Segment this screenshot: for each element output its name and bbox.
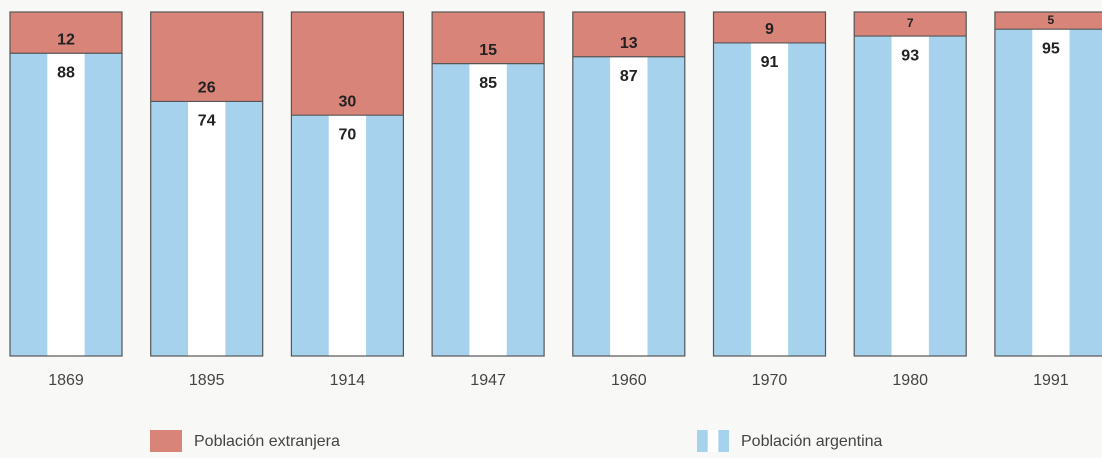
flag-stripe bbox=[328, 115, 367, 356]
flag-stripe bbox=[469, 63, 507, 356]
bar-outline bbox=[150, 11, 264, 357]
x-tick-label: 1970 bbox=[752, 372, 788, 389]
bar-outline bbox=[853, 11, 967, 357]
x-tick-label: 1960 bbox=[611, 372, 647, 389]
legend-stripe bbox=[707, 430, 719, 452]
flag-stripe bbox=[750, 42, 789, 357]
value-label: 91 bbox=[761, 54, 779, 71]
bar-outline bbox=[9, 11, 123, 357]
value-label: 26 bbox=[198, 80, 216, 97]
bar-segment bbox=[432, 12, 545, 64]
legend-swatch bbox=[150, 430, 182, 452]
bar-outline bbox=[431, 11, 545, 357]
bar-outline bbox=[290, 11, 404, 357]
value-label: 70 bbox=[339, 126, 357, 143]
value-label: 9 bbox=[765, 21, 774, 38]
x-tick-label: 1980 bbox=[892, 372, 928, 389]
value-label: 74 bbox=[198, 113, 216, 130]
flag-stripe bbox=[47, 53, 85, 356]
bar-segment bbox=[713, 12, 826, 43]
value-label: 7 bbox=[907, 16, 914, 30]
value-label: 87 bbox=[620, 68, 638, 85]
bar-segment bbox=[10, 12, 122, 54]
value-label: 95 bbox=[1042, 40, 1060, 57]
flag-stripe bbox=[891, 36, 929, 357]
value-label: 30 bbox=[339, 93, 357, 110]
value-label: 5 bbox=[1048, 13, 1055, 27]
x-tick-label: 1895 bbox=[189, 372, 225, 389]
bar-segment bbox=[572, 12, 685, 57]
flag-stripe bbox=[610, 56, 648, 356]
bar-outline bbox=[994, 11, 1102, 357]
value-label: 85 bbox=[479, 75, 497, 92]
value-label: 12 bbox=[57, 31, 75, 48]
x-tick-label: 1914 bbox=[330, 372, 366, 389]
value-label: 88 bbox=[57, 64, 75, 81]
bar-outline bbox=[572, 11, 686, 357]
x-tick-label: 1991 bbox=[1033, 372, 1069, 389]
bar-segment bbox=[291, 12, 404, 116]
x-tick-label: 1869 bbox=[48, 372, 84, 389]
value-label: 15 bbox=[479, 42, 497, 59]
value-label: 13 bbox=[620, 35, 638, 52]
flag-stripe bbox=[1032, 29, 1070, 356]
x-tick-label: 1947 bbox=[470, 372, 506, 389]
flag-stripe bbox=[188, 101, 226, 356]
value-label: 93 bbox=[901, 47, 919, 64]
legend-label: Población argentina bbox=[741, 433, 883, 450]
bar-segment bbox=[994, 12, 1102, 30]
bar-outline bbox=[712, 11, 827, 357]
bar-segment bbox=[150, 12, 263, 102]
bar-segment bbox=[854, 12, 967, 37]
legend-label: Población extranjera bbox=[194, 433, 340, 450]
